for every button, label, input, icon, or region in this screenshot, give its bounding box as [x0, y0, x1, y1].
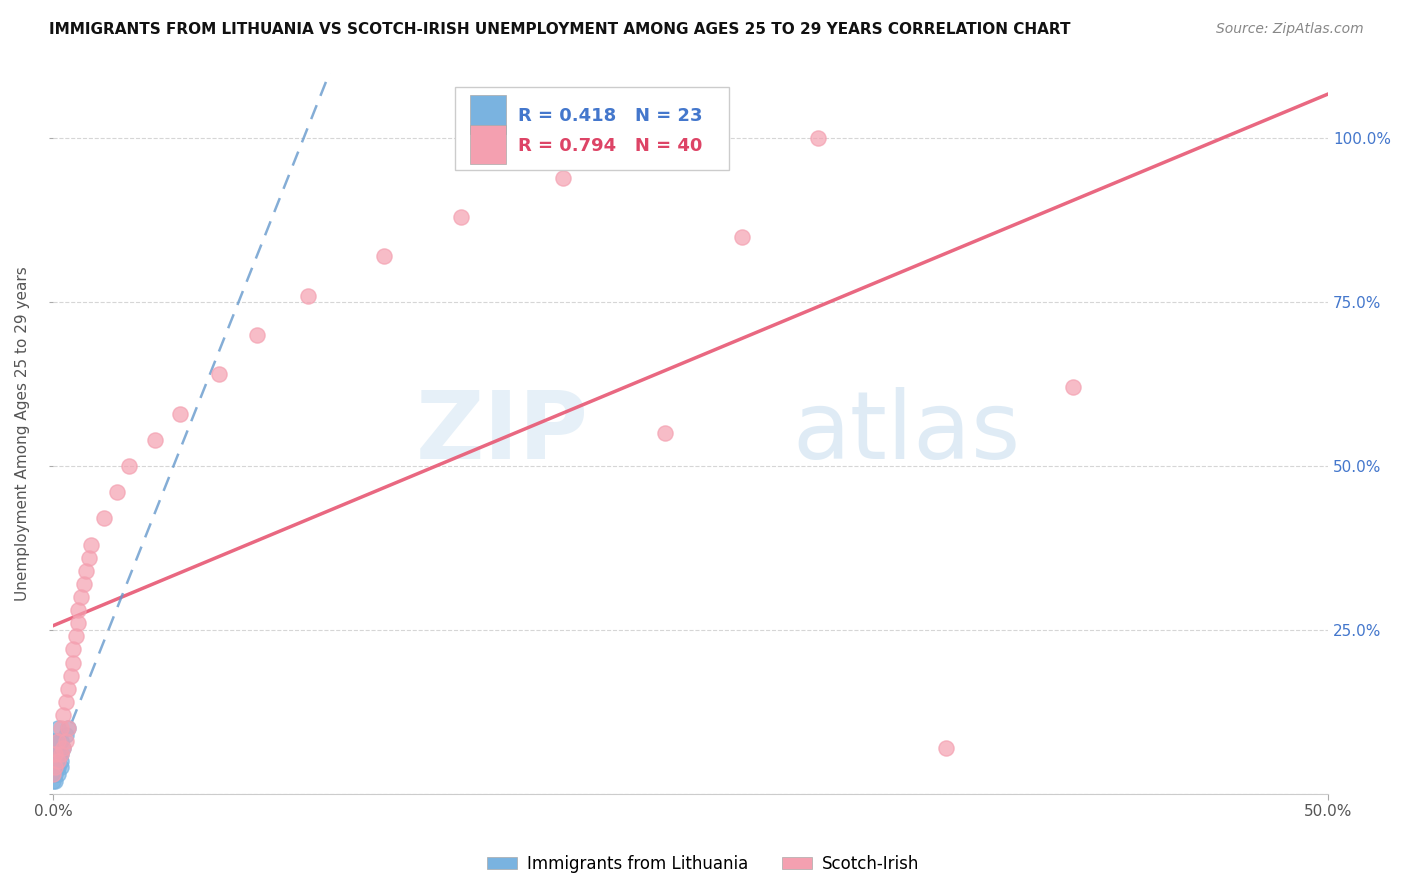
Legend: Immigrants from Lithuania, Scotch-Irish: Immigrants from Lithuania, Scotch-Irish	[481, 848, 925, 880]
Point	[70, 590, 93, 604]
Point	[935, 740, 957, 755]
Point	[46, 760, 69, 774]
Point	[46, 754, 69, 768]
Point	[46, 747, 69, 762]
Point	[105, 485, 128, 500]
Point	[46, 767, 69, 781]
Point	[55, 734, 77, 748]
Point	[49, 754, 72, 768]
Point	[730, 229, 752, 244]
Point	[44, 740, 66, 755]
Point	[52, 708, 75, 723]
Point	[169, 407, 191, 421]
Point	[93, 511, 115, 525]
Point	[373, 249, 395, 263]
Text: Source: ZipAtlas.com: Source: ZipAtlas.com	[1216, 22, 1364, 37]
Point	[44, 747, 66, 762]
Point	[49, 747, 72, 762]
Point	[80, 538, 103, 552]
FancyBboxPatch shape	[454, 87, 728, 170]
Point	[807, 131, 830, 145]
Point	[49, 747, 72, 762]
Point	[551, 170, 574, 185]
Point	[67, 616, 90, 631]
Point	[59, 668, 82, 682]
Text: atlas: atlas	[793, 387, 1021, 479]
Point	[49, 760, 72, 774]
Point	[44, 754, 66, 768]
Point	[44, 747, 66, 762]
Point	[49, 734, 72, 748]
Bar	[470, 125, 506, 164]
Point	[67, 603, 90, 617]
Point	[46, 734, 69, 748]
Point	[450, 210, 472, 224]
Point	[44, 734, 66, 748]
Point	[62, 642, 84, 657]
Text: ZIP: ZIP	[416, 387, 589, 479]
Point	[55, 728, 77, 742]
Point	[75, 564, 97, 578]
Point	[44, 773, 66, 788]
Point	[143, 433, 166, 447]
Text: R = 0.418   N = 23: R = 0.418 N = 23	[519, 107, 703, 125]
Point	[1062, 380, 1084, 394]
Point	[208, 368, 231, 382]
Point	[46, 734, 69, 748]
Point	[44, 767, 66, 781]
Point	[62, 656, 84, 670]
Point	[654, 426, 676, 441]
Point	[58, 721, 80, 735]
Point	[42, 760, 65, 774]
Point	[42, 767, 65, 781]
Bar	[470, 95, 506, 134]
Text: R = 0.794   N = 40: R = 0.794 N = 40	[519, 137, 703, 155]
Point	[49, 721, 72, 735]
Point	[58, 721, 80, 735]
Point	[65, 629, 87, 643]
Point	[52, 740, 75, 755]
Point	[246, 328, 269, 343]
Point	[58, 681, 80, 696]
Point	[77, 550, 100, 565]
Point	[118, 458, 141, 473]
Text: IMMIGRANTS FROM LITHUANIA VS SCOTCH-IRISH UNEMPLOYMENT AMONG AGES 25 TO 29 YEARS: IMMIGRANTS FROM LITHUANIA VS SCOTCH-IRIS…	[49, 22, 1071, 37]
Point	[72, 577, 94, 591]
Y-axis label: Unemployment Among Ages 25 to 29 years: Unemployment Among Ages 25 to 29 years	[15, 266, 30, 600]
Point	[44, 760, 66, 774]
Point	[46, 754, 69, 768]
Point	[42, 767, 65, 781]
Point	[52, 740, 75, 755]
Point	[55, 695, 77, 709]
Point	[297, 289, 319, 303]
Point	[44, 760, 66, 774]
Point	[42, 773, 65, 788]
Point	[46, 721, 69, 735]
